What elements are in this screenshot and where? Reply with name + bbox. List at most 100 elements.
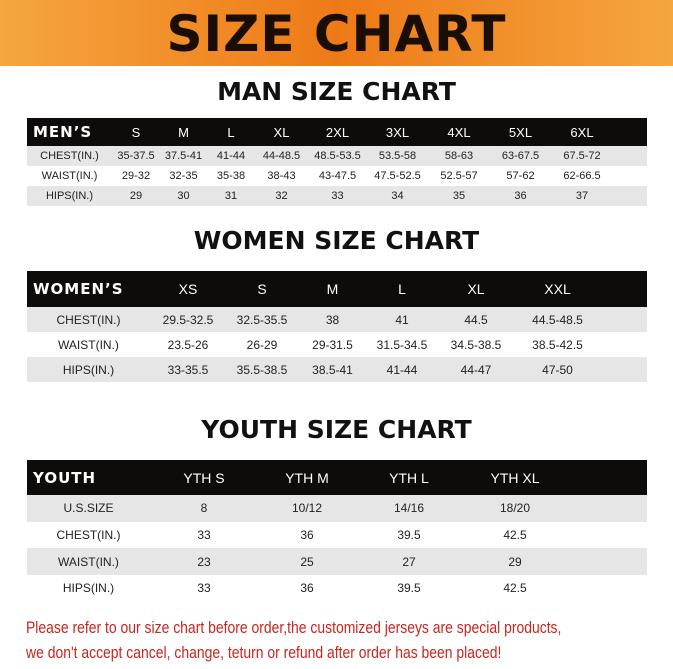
table-cell: 58-63	[444, 150, 474, 162]
table-cell: 36	[300, 581, 314, 596]
table-cell: 47.5-52.5	[374, 170, 421, 182]
table-cell: 41-44	[386, 362, 418, 377]
table-cell: 36	[514, 190, 527, 202]
row-label: WAIST(IN.)	[58, 554, 119, 569]
table-cell: 27	[402, 554, 416, 569]
women-title: WOMEN SIZE CHART	[193, 226, 480, 255]
row-label: WAIST(IN.)	[41, 170, 98, 182]
table-cell: 39.5	[397, 581, 421, 596]
size-header-m: M	[326, 281, 339, 297]
table-cell: 44.5	[464, 312, 488, 327]
table-cell: 30	[177, 190, 190, 202]
table-cell: 18/20	[499, 501, 531, 516]
table-cell: 37.5-41	[164, 150, 203, 162]
row-label: CHEST(IN.)	[56, 312, 121, 327]
table-row: HIPS(IN.) 29 30 31 32 33 34 35 36 37	[27, 186, 647, 206]
size-header-yth-l: YTH L	[389, 469, 429, 486]
size-header-yth-s: YTH S	[183, 469, 225, 486]
table-cell: 29	[508, 554, 522, 569]
row-label: WAIST(IN.)	[58, 337, 119, 352]
table-header-label: MEN’S	[33, 123, 93, 141]
table-cell: 38.5-41	[312, 362, 353, 377]
youth-size-table: YOUTH YTH S YTH M YTH L YTH XL U.S.SIZE 8 10/12…	[27, 460, 647, 602]
table-cell: 26-29	[246, 337, 278, 352]
table-cell: 32	[275, 190, 288, 202]
table-cell: 62-66.5	[563, 170, 601, 182]
size-header-3xl: 3XL	[385, 124, 410, 140]
table-cell: 48.5-53.5	[314, 150, 361, 162]
size-header-xl: XL	[467, 281, 485, 297]
size-header-5xl: 5XL	[508, 124, 533, 140]
table-cell: 35-38	[216, 170, 246, 182]
table-row: WAIST(IN.) 23.5-26 26-29 29-31.5 31.5-34.5 34…	[27, 332, 647, 357]
table-cell: 32.5-35.5	[236, 312, 288, 327]
table-row: WAIST(IN.) 23 25 27 29	[27, 548, 647, 576]
men-title: MAN SIZE CHART	[217, 77, 456, 106]
size-header-l: L	[227, 124, 235, 140]
notice-line-2: we don't accept cancel, change, teturn o…	[26, 643, 502, 662]
table-cell: 44-47	[460, 362, 492, 377]
table-cell: 37	[575, 190, 589, 202]
table-cell: 38-43	[267, 170, 296, 182]
table-cell: 10/12	[291, 501, 323, 516]
table-cell: 33	[331, 190, 344, 202]
size-header-2xl: 2XL	[325, 124, 350, 140]
table-cell: 31.5-34.5	[376, 337, 428, 352]
table-row: U.S.SIZE 8 10/12 14/16 18/20	[27, 495, 647, 522]
table-cell: 38	[325, 312, 340, 327]
table-cell: 14/16	[393, 501, 425, 516]
table-cell: 38.5-42.5	[532, 337, 583, 352]
size-header-yth-m: YTH M	[285, 469, 329, 486]
table-cell: 41	[395, 312, 409, 327]
table-header-row: WOMEN’S XS S M L XL XXL	[27, 271, 647, 307]
table-row: CHEST(IN.) 29.5-32.5 32.5-35.5 38 41 44.5 44.5…	[27, 307, 647, 332]
table-cell: 29-31.5	[312, 337, 353, 352]
table-cell: 44-48.5	[262, 150, 301, 162]
men-size-table: MEN’S S M L XL 2XL 3XL 4XL 5XL 6XL CHEST(IN.) 35-37…	[27, 118, 647, 206]
table-cell: 34.5-38.5	[450, 337, 502, 352]
table-cell: 33	[197, 581, 211, 596]
table-cell: 35-37.5	[117, 150, 155, 162]
table-row: HIPS(IN.) 33-35.5 35.5-38.5 38.5-41 41-44 44-…	[27, 357, 647, 382]
table-cell: 23.5-26	[167, 337, 209, 352]
table-cell: 36	[300, 528, 314, 543]
table-cell: 63-67.5	[501, 150, 540, 162]
table-row: CHEST(IN.) 33 36 39.5 42.5	[27, 521, 647, 549]
table-cell: 33	[197, 528, 211, 543]
row-label: CHEST(IN.)	[56, 528, 121, 543]
table-cell: 25	[300, 554, 314, 569]
table-header-label: WOMEN’S	[33, 280, 124, 298]
size-header-xl: XL	[273, 124, 290, 140]
notice-line-1: Please refer to our size chart before or…	[26, 618, 562, 637]
table-cell: 31	[224, 190, 238, 202]
table-header-row: YOUTH YTH S YTH M YTH L YTH XL	[27, 460, 647, 495]
table-header-label: YOUTH	[33, 468, 97, 487]
table-cell: 44.5-48.5	[532, 312, 583, 327]
size-header-s: S	[131, 124, 141, 140]
table-cell: 42.5	[503, 581, 527, 596]
table-cell: 34	[391, 190, 404, 202]
table-cell: 32-35	[169, 170, 198, 182]
table-cell: 29-32	[121, 170, 151, 182]
table-cell: 67.5-72	[563, 150, 601, 162]
table-cell: 53.5-58	[378, 150, 417, 162]
table-cell: 33-35.5	[167, 362, 209, 377]
banner-title: SIZE CHART	[166, 5, 507, 63]
size-header-yth-xl: YTH XL	[490, 469, 540, 486]
row-label: HIPS(IN.)	[62, 362, 115, 377]
table-cell: 35.5-38.5	[236, 362, 288, 377]
table-row: WAIST(IN.) 29-32 32-35 35-38 38-43 43-47.5 47.…	[27, 166, 647, 186]
table-row: CHEST(IN.) 35-37.5 37.5-41 41-44 44-48.5 48.5…	[27, 146, 647, 166]
table-cell: 57-62	[506, 170, 535, 182]
size-header-xs: XS	[178, 281, 198, 297]
row-label: U.S.SIZE	[63, 501, 114, 516]
table-cell: 47-50	[542, 362, 573, 377]
table-cell: 8	[200, 501, 208, 516]
size-header-xxl: XXL	[544, 281, 571, 297]
table-row: HIPS(IN.) 33 36 39.5 42.5	[27, 575, 647, 602]
table-cell: 43-47.5	[318, 170, 357, 182]
size-header-6xl: 6XL	[570, 124, 594, 140]
youth-title: YOUTH SIZE CHART	[201, 415, 472, 444]
table-cell: 23	[197, 554, 211, 569]
table-cell: 35	[452, 190, 466, 202]
